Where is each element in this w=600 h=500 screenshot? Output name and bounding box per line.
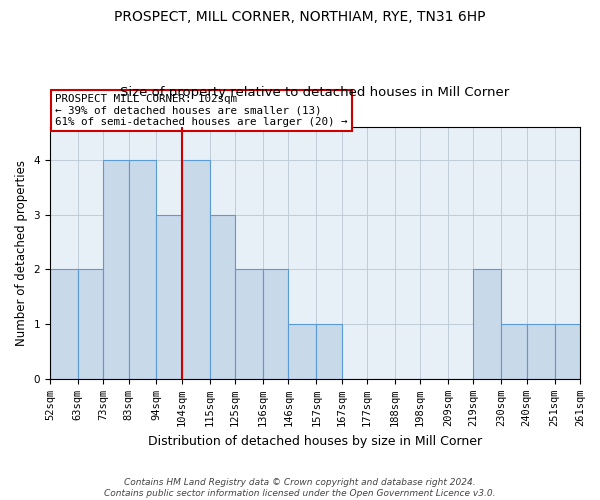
Bar (554, 324, 580, 379)
Bar (128, 160, 157, 379)
Bar (316, 324, 341, 379)
X-axis label: Distribution of detached houses by size in Mill Corner: Distribution of detached houses by size … (148, 434, 482, 448)
Text: PROSPECT, MILL CORNER, NORTHIAM, RYE, TN31 6HP: PROSPECT, MILL CORNER, NORTHIAM, RYE, TN… (114, 10, 486, 24)
Y-axis label: Number of detached properties: Number of detached properties (15, 160, 28, 346)
Text: PROSPECT MILL CORNER: 102sqm
← 39% of detached houses are smaller (13)
61% of se: PROSPECT MILL CORNER: 102sqm ← 39% of de… (55, 94, 348, 127)
Title: Size of property relative to detached houses in Mill Corner: Size of property relative to detached ho… (121, 86, 509, 100)
Bar (502, 324, 527, 379)
Bar (157, 214, 182, 379)
Bar (473, 270, 502, 379)
Bar (289, 324, 316, 379)
Bar (263, 270, 289, 379)
Bar (235, 270, 263, 379)
Bar (103, 160, 128, 379)
Bar (209, 214, 235, 379)
Bar (182, 160, 209, 379)
Bar (527, 324, 554, 379)
Text: Contains HM Land Registry data © Crown copyright and database right 2024.
Contai: Contains HM Land Registry data © Crown c… (104, 478, 496, 498)
Bar (78, 270, 103, 379)
Bar (50, 270, 78, 379)
